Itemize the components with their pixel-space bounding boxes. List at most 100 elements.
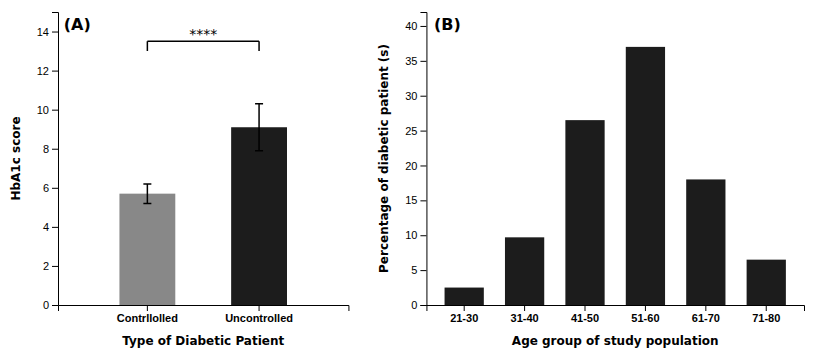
tick-label: 6 <box>43 182 49 194</box>
panel-label: (A) <box>64 15 91 34</box>
tick-mark <box>420 165 426 166</box>
tick-mark <box>259 305 260 311</box>
tick-mark <box>52 110 58 111</box>
tick-mark <box>420 26 426 27</box>
tick: 31-40 <box>511 305 539 324</box>
tick: 6 <box>43 182 58 194</box>
tick: 61-70 <box>692 305 720 324</box>
tick-label: 41-50 <box>571 312 599 324</box>
tick-label: 30 <box>405 90 417 102</box>
tick-label: 40 <box>405 20 417 32</box>
tick-mark <box>645 305 646 311</box>
axis-line <box>52 13 59 306</box>
tick-label: 35 <box>405 55 417 67</box>
tick-mark <box>52 188 58 189</box>
error-bar <box>255 104 263 151</box>
tick-label: 12 <box>37 65 49 77</box>
tick: 10 <box>37 104 58 116</box>
error-bar-line <box>143 203 151 205</box>
tick-mark <box>420 305 426 306</box>
tick-label: Contrllolled <box>117 312 178 324</box>
tick: 30 <box>405 90 426 102</box>
significance-text: **** <box>189 26 217 42</box>
x-axis: 21-30 31-40 41-50 51-60 61-70 71-80 <box>427 305 805 324</box>
tick-label: 61-70 <box>692 312 720 324</box>
tick-label: Uncontrolled <box>225 312 293 324</box>
figure: 02468101214ContrllolledUncontrolledType … <box>0 0 814 355</box>
tick-mark <box>420 200 426 201</box>
tick: 4 <box>43 221 58 233</box>
tick: 12 <box>37 65 58 77</box>
tick: 21-30 <box>450 305 478 324</box>
error-bar-line <box>255 103 263 105</box>
tick: 0 <box>411 299 426 311</box>
error-bar-line <box>255 150 263 152</box>
tick-mark <box>52 149 58 150</box>
significance-bracket <box>147 41 149 51</box>
tick-label: 25 <box>405 125 417 137</box>
tick-label: 21-30 <box>450 312 478 324</box>
error-bar-line <box>258 104 260 151</box>
tick-label: 0 <box>411 299 417 311</box>
bar <box>747 260 786 305</box>
tick-mark <box>147 305 148 311</box>
axis-line <box>427 306 805 312</box>
tick: 10 <box>405 229 426 241</box>
tick-label: 15 <box>405 194 417 206</box>
tick-label: 20 <box>405 159 417 171</box>
tick-mark <box>420 270 426 271</box>
y-axis-title: Percentage of diabetic patient (s) <box>377 44 391 273</box>
bar <box>231 127 287 305</box>
bar <box>119 194 175 305</box>
x-axis-title: Age group of study population <box>512 334 719 348</box>
tick: 0 <box>43 299 58 311</box>
tick-mark <box>420 131 426 132</box>
tick: 15 <box>405 194 426 206</box>
tick: 35 <box>405 55 426 67</box>
tick-label: 8 <box>43 143 49 155</box>
tick: 20 <box>405 159 426 171</box>
y-axis: 02468101214 <box>37 13 59 312</box>
x-axis: Contrllolled Uncontrolled <box>59 305 349 324</box>
tick-label: 71-80 <box>752 312 780 324</box>
bar <box>686 179 725 305</box>
panel: 0 5 10 15 20 25 30 35 40 21-30 31-40 41-50 51-60 61-7… <box>377 13 804 349</box>
axis-line <box>420 13 427 306</box>
tick-label: 10 <box>405 229 417 241</box>
tick-label: 10 <box>37 104 49 116</box>
plot-area <box>119 41 287 305</box>
tick-mark <box>52 71 58 72</box>
y-axis-title: HbA1c score <box>9 116 23 200</box>
tick-mark <box>420 235 426 236</box>
tick: 25 <box>405 125 426 137</box>
panel: 02468101214ContrllolledUncontrolledType … <box>9 13 349 349</box>
tick: 71-80 <box>752 305 780 324</box>
tick: 8 <box>43 143 58 155</box>
tick-mark <box>464 305 465 311</box>
x-axis-title: Type of Diabetic Patient <box>122 334 284 348</box>
panel-label: (B) <box>434 15 461 34</box>
tick: 51-60 <box>631 305 659 324</box>
tick-label: 4 <box>43 221 49 233</box>
tick: 5 <box>411 264 426 276</box>
tick-label: 31-40 <box>511 312 539 324</box>
tick-mark <box>52 227 58 228</box>
error-bar <box>143 184 151 204</box>
bar <box>505 237 544 305</box>
tick: 2 <box>43 260 58 272</box>
tick: Uncontrolled <box>225 305 293 324</box>
tick-label: 51-60 <box>631 312 659 324</box>
y-axis: 0 5 10 15 20 25 30 35 40 <box>405 13 427 312</box>
error-bar-line <box>143 183 151 185</box>
tick-mark <box>766 305 767 311</box>
tick-mark <box>52 32 58 33</box>
tick-mark <box>705 305 706 311</box>
tick: 40 <box>405 20 426 32</box>
tick-mark <box>420 96 426 97</box>
tick-mark <box>420 61 426 62</box>
axis-line <box>59 306 349 312</box>
tick-mark <box>585 305 586 311</box>
tick-mark <box>52 305 58 306</box>
tick-mark <box>52 266 58 267</box>
tick-label: 2 <box>43 260 49 272</box>
